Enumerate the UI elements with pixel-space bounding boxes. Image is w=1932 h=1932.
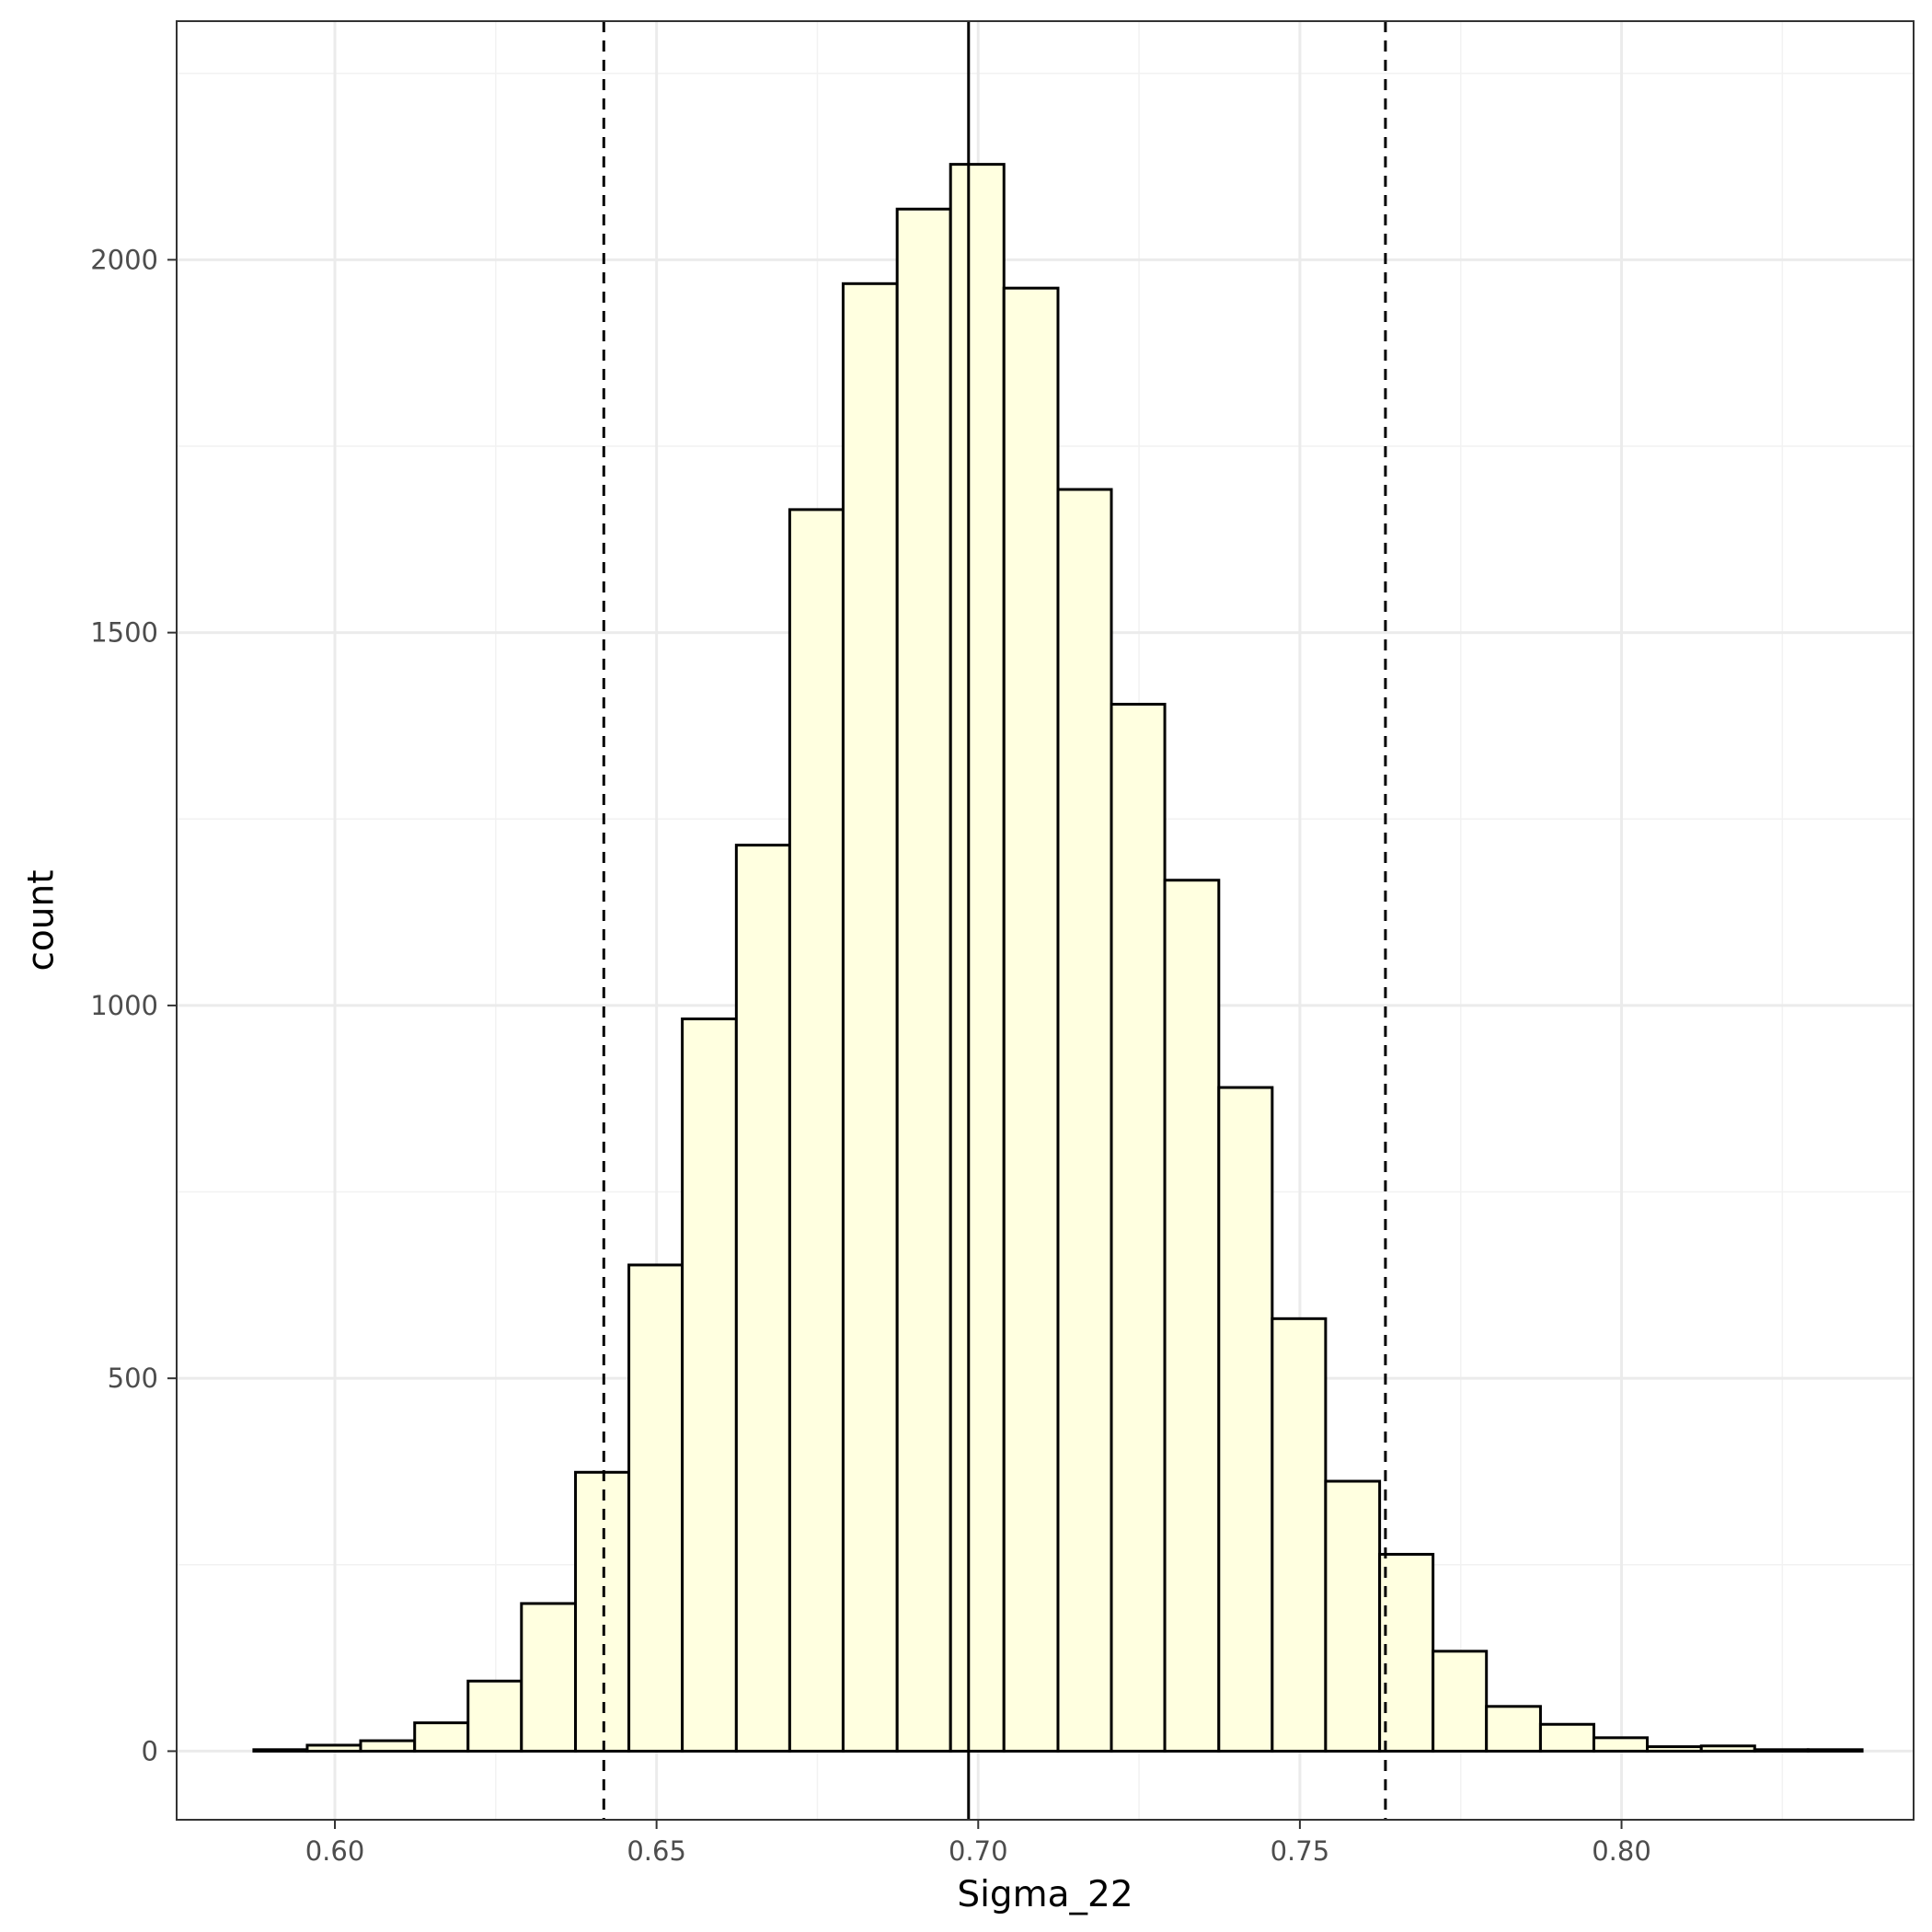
histogram-bar-25: [1592, 1736, 1650, 1753]
histogram-bar-12: [895, 207, 952, 1753]
histogram-bar-17: [1163, 879, 1221, 1753]
x-tick-label-2: 0.70: [949, 1835, 1008, 1867]
histogram-bar-28: [1753, 1748, 1810, 1753]
histogram-bar-7: [627, 1263, 684, 1753]
x-axis: 0.60 0.65 0.70 0.75 0.80: [305, 1820, 1651, 1867]
histogram-bar-18: [1217, 1086, 1274, 1753]
x-tick-label-4: 0.80: [1592, 1835, 1651, 1867]
y-tick-label-1: 500: [108, 1363, 158, 1394]
histogram-bar-8: [681, 1017, 738, 1753]
x-tick-label-1: 0.65: [627, 1835, 686, 1867]
plot-panel-border: [176, 20, 1915, 1821]
x-axis-title: Sigma_22: [957, 1874, 1133, 1915]
y-tick-label-4: 2000: [90, 244, 158, 275]
x-tick-label-3: 0.75: [1271, 1835, 1330, 1867]
histogram-bar-14: [1002, 286, 1060, 1753]
histogram-bar-11: [841, 282, 899, 1753]
x-tick-label-0: 0.60: [305, 1835, 365, 1867]
y-tick-label-0: 0: [142, 1735, 158, 1766]
y-tick-label-3: 1500: [90, 617, 158, 649]
y-tick-label-2: 1000: [90, 990, 158, 1021]
histogram-bars: [252, 163, 1864, 1753]
histogram-bar-21: [1378, 1552, 1435, 1753]
histogram-bar-0: [252, 1748, 309, 1753]
reference-lines: [602, 21, 1387, 1820]
histogram-bar-22: [1432, 1650, 1489, 1753]
y-axis: 0 500 1000 1500 2000: [90, 244, 177, 1766]
histogram-bar-4: [466, 1679, 523, 1753]
histogram-bar-29: [1806, 1748, 1864, 1753]
histogram-bar-16: [1110, 702, 1167, 1753]
histogram-bar-27: [1699, 1744, 1756, 1753]
y-axis-title: count: [21, 869, 63, 971]
histogram-bar-2: [359, 1739, 417, 1753]
histogram-bar-15: [1056, 488, 1113, 1753]
histogram-bar-26: [1646, 1745, 1703, 1753]
histogram-bar-13: [949, 163, 1006, 1753]
histogram-bar-23: [1485, 1705, 1542, 1753]
histogram-bar-3: [413, 1721, 470, 1753]
histogram-bar-19: [1271, 1317, 1328, 1753]
histogram-bar-10: [788, 508, 845, 1753]
histogram-bar-24: [1538, 1722, 1595, 1753]
histogram-bar-20: [1324, 1479, 1382, 1753]
histogram-bar-6: [574, 1470, 631, 1753]
histogram-bar-1: [305, 1743, 362, 1753]
histogram-bar-9: [734, 844, 791, 1753]
histogram-bar-5: [520, 1602, 578, 1753]
